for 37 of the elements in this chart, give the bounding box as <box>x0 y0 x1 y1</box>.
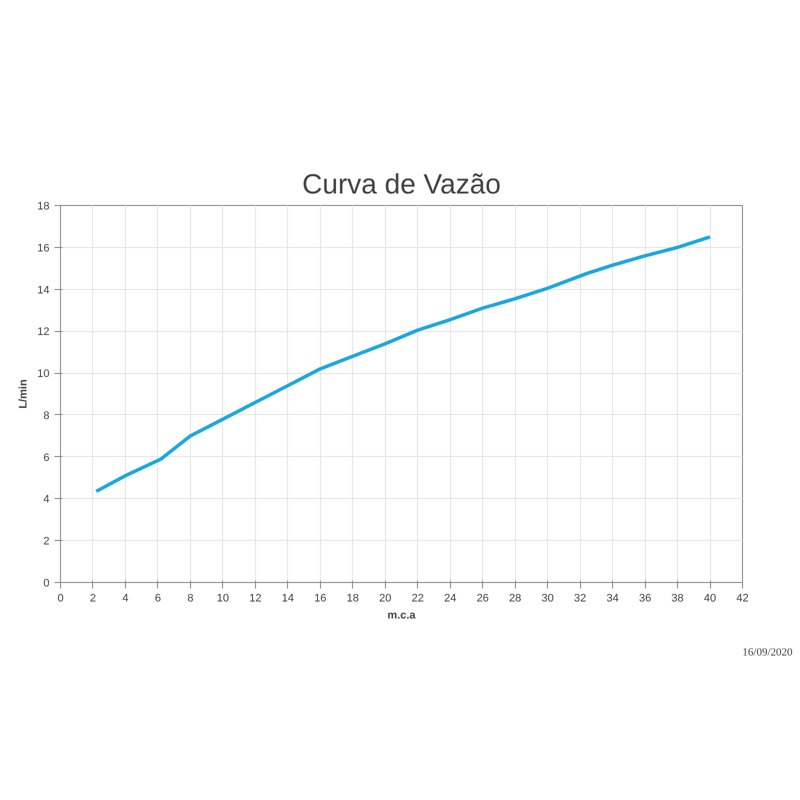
y-tick-label: 0 <box>43 578 50 590</box>
x-tick-label: 0 <box>57 592 64 604</box>
x-tick-label: 14 <box>282 592 294 604</box>
y-tick-label: 8 <box>43 410 50 422</box>
y-tick-label: 16 <box>37 242 50 254</box>
x-tick-label: 42 <box>736 592 749 604</box>
x-tick-label: 24 <box>444 592 456 604</box>
x-tick-label: 32 <box>574 592 586 604</box>
x-axis-title: m.c.a <box>387 610 416 622</box>
x-tick-label: 12 <box>249 592 262 604</box>
y-tick-label: 10 <box>37 368 50 380</box>
x-tick-label: 30 <box>542 592 554 604</box>
x-tick-label: 40 <box>704 592 716 604</box>
x-tick-label: 2 <box>90 592 96 604</box>
x-tick-label: 6 <box>154 592 161 604</box>
line-series <box>94 235 712 494</box>
x-tick-label: 20 <box>379 592 392 604</box>
x-tick-label: 28 <box>509 592 522 604</box>
y-tick-label: 18 <box>37 200 50 212</box>
y-tick-label: 4 <box>43 494 50 506</box>
y-axis-title: L/min <box>17 379 30 409</box>
x-tick-label: 18 <box>346 592 359 604</box>
x-tick-label: 16 <box>314 592 326 604</box>
y-tick-label: 12 <box>37 326 50 338</box>
x-tick-label: 8 <box>187 592 194 604</box>
chart-title: Curva de Vazão <box>302 168 501 200</box>
y-tick-label: 6 <box>43 452 50 464</box>
x-tick-label: 10 <box>216 592 230 604</box>
x-tick-label: 26 <box>476 592 489 604</box>
x-tick-label: 34 <box>606 592 619 604</box>
y-tick-label: 2 <box>43 536 50 548</box>
x-tick-label: 4 <box>122 592 129 604</box>
x-tick-label: 36 <box>638 592 652 604</box>
x-tick-label: 22 <box>412 592 424 604</box>
x-tick-label: 38 <box>671 592 684 604</box>
text: 16/09/2020 <box>742 646 793 658</box>
y-tick-label: 14 <box>37 284 50 296</box>
